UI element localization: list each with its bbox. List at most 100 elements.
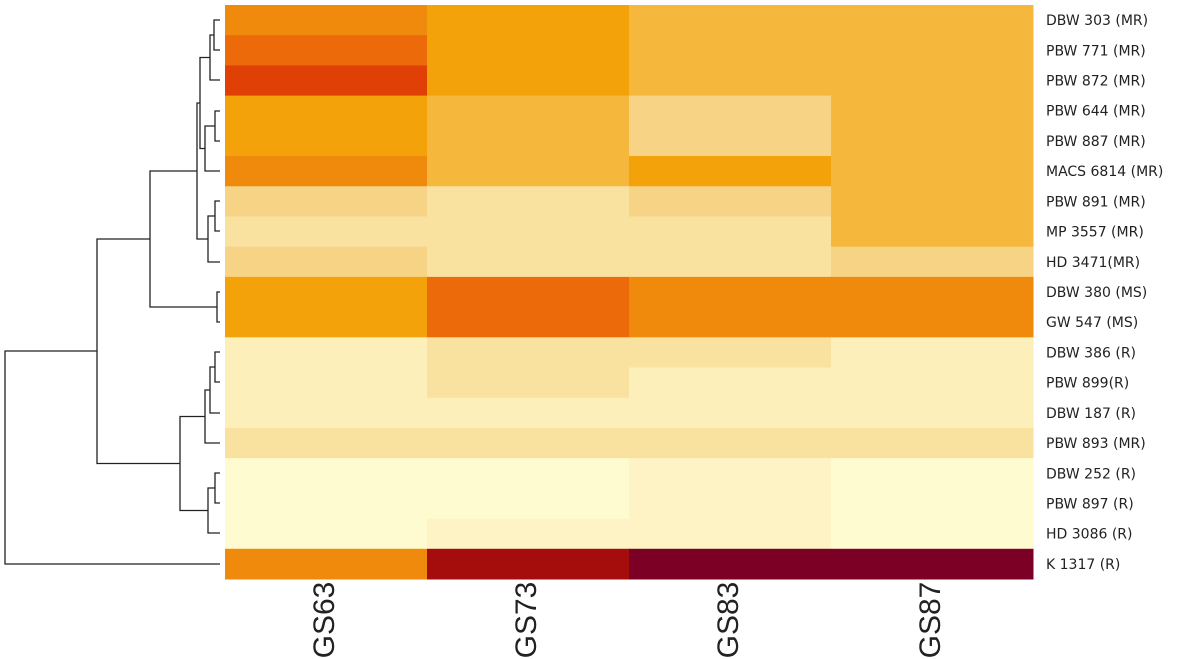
- column-label: GS73: [510, 582, 543, 659]
- heatmap-cell: [427, 125, 630, 157]
- row-label: HD 3471(MR): [1046, 255, 1140, 271]
- heatmap-cell: [427, 518, 630, 550]
- heatmap-cell: [225, 65, 428, 97]
- heatmap-cell: [629, 216, 832, 248]
- heatmap-cell: [427, 458, 630, 489]
- heatmap-cell: [831, 186, 1034, 217]
- heatmap-cell: [629, 186, 832, 217]
- heatmap-cell: [831, 427, 1034, 459]
- heatmap-cell: [427, 276, 630, 308]
- heatmap-cell: [225, 307, 428, 338]
- heatmap-cell: [225, 216, 428, 248]
- heatmap-cell: [629, 458, 832, 489]
- heatmap-cell: [629, 276, 832, 308]
- heatmap-cell: [629, 367, 832, 399]
- row-label: HD 3086 (R): [1046, 527, 1133, 543]
- heatmap-cell: [427, 367, 630, 399]
- heatmap-cell: [831, 397, 1034, 429]
- row-label: DBW 386 (R): [1046, 345, 1136, 361]
- heatmap-cell: [225, 276, 428, 308]
- heatmap-cell: [427, 156, 630, 187]
- heatmap-cell: [225, 427, 428, 459]
- heatmap-cell: [831, 367, 1034, 399]
- heatmap-cell: [427, 337, 630, 369]
- heatmap-cell: [629, 246, 832, 278]
- heatmap-cell: [629, 337, 832, 369]
- heatmap-cell: [225, 125, 428, 157]
- row-label: PBW 872 (MR): [1046, 74, 1146, 90]
- heatmap-cell: [225, 156, 428, 187]
- column-label: GS63: [308, 582, 341, 659]
- heatmap-cell: [629, 35, 832, 66]
- heatmap-cell: [427, 186, 630, 217]
- row-label: DBW 252 (R): [1046, 466, 1136, 482]
- heatmap-cell: [225, 35, 428, 66]
- heatmap-cell: [225, 5, 428, 36]
- row-label: PBW 897 (R): [1046, 496, 1134, 512]
- heatmap-cell: [629, 156, 832, 187]
- heatmap-cell: [427, 95, 630, 127]
- heatmap-cell: [831, 35, 1034, 66]
- row-label: PBW 771 (MR): [1046, 43, 1146, 59]
- row-label: K 1317 (R): [1046, 557, 1120, 573]
- heatmap-cell: [831, 337, 1034, 369]
- heatmap-cell: [225, 397, 428, 429]
- heatmap-cell: [427, 548, 630, 580]
- heatmap-cell: [225, 367, 428, 399]
- heatmap-cell: [427, 5, 630, 36]
- heatmap-cell: [427, 246, 630, 278]
- heatmap-cell: [629, 518, 832, 550]
- heatmap-cell: [427, 35, 630, 66]
- heatmap-cell: [629, 488, 832, 520]
- heatmap-cell: [225, 246, 428, 278]
- heatmap-cell: [831, 518, 1034, 550]
- heatmap-cell: [629, 397, 832, 429]
- heatmap-cell: [225, 186, 428, 217]
- row-label: PBW 644 (MR): [1046, 104, 1146, 120]
- heatmap-cell: [427, 397, 630, 429]
- heatmap-cell: [427, 307, 630, 338]
- heatmap-cell: [225, 518, 428, 550]
- heatmap-cell: [831, 5, 1034, 36]
- row-label: MP 3557 (MR): [1046, 225, 1144, 241]
- row-label: GW 547 (MS): [1046, 315, 1138, 331]
- column-label: GS83: [712, 582, 745, 659]
- heatmap-cell: [225, 337, 428, 369]
- column-label: GS87: [914, 582, 947, 659]
- heatmap-cell: [831, 548, 1034, 580]
- heatmap-cell: [225, 548, 428, 580]
- row-label: MACS 6814 (MR): [1046, 164, 1163, 180]
- heatmap-cell: [427, 427, 630, 459]
- row-label: PBW 893 (MR): [1046, 436, 1146, 452]
- heatmap-cell: [629, 5, 832, 36]
- heatmap-cell: [629, 548, 832, 580]
- heatmap-cell: [427, 65, 630, 97]
- row-label: PBW 891 (MR): [1046, 194, 1146, 210]
- heatmap-cell: [831, 95, 1034, 127]
- heatmap-cell: [427, 216, 630, 248]
- row-label: PBW 899(R): [1046, 376, 1129, 392]
- heatmap-cell: [427, 488, 630, 520]
- heatmap-cell: [831, 246, 1034, 278]
- heatmap-cell: [831, 216, 1034, 248]
- heatmap-cell: [225, 95, 428, 127]
- row-label: DBW 187 (R): [1046, 406, 1136, 422]
- heatmap-cell: [629, 427, 832, 459]
- heatmap-cell: [629, 125, 832, 157]
- heatmap-cell: [629, 65, 832, 97]
- heatmap-cell: [831, 488, 1034, 520]
- heatmap-cell: [629, 307, 832, 338]
- row-label: PBW 887 (MR): [1046, 134, 1146, 150]
- heatmap-cell: [831, 156, 1034, 187]
- row-label: DBW 303 (MR): [1046, 13, 1148, 29]
- row-label: DBW 380 (MS): [1046, 285, 1147, 301]
- heatmap-cell: [831, 458, 1034, 489]
- heatmap-cell: [831, 276, 1034, 308]
- heatmap-cell: [629, 95, 832, 127]
- heatmap-cell: [831, 125, 1034, 157]
- dendrogram: [4, 19, 220, 565]
- heatmap-cell: [225, 488, 428, 520]
- heatmap-cell: [831, 307, 1034, 338]
